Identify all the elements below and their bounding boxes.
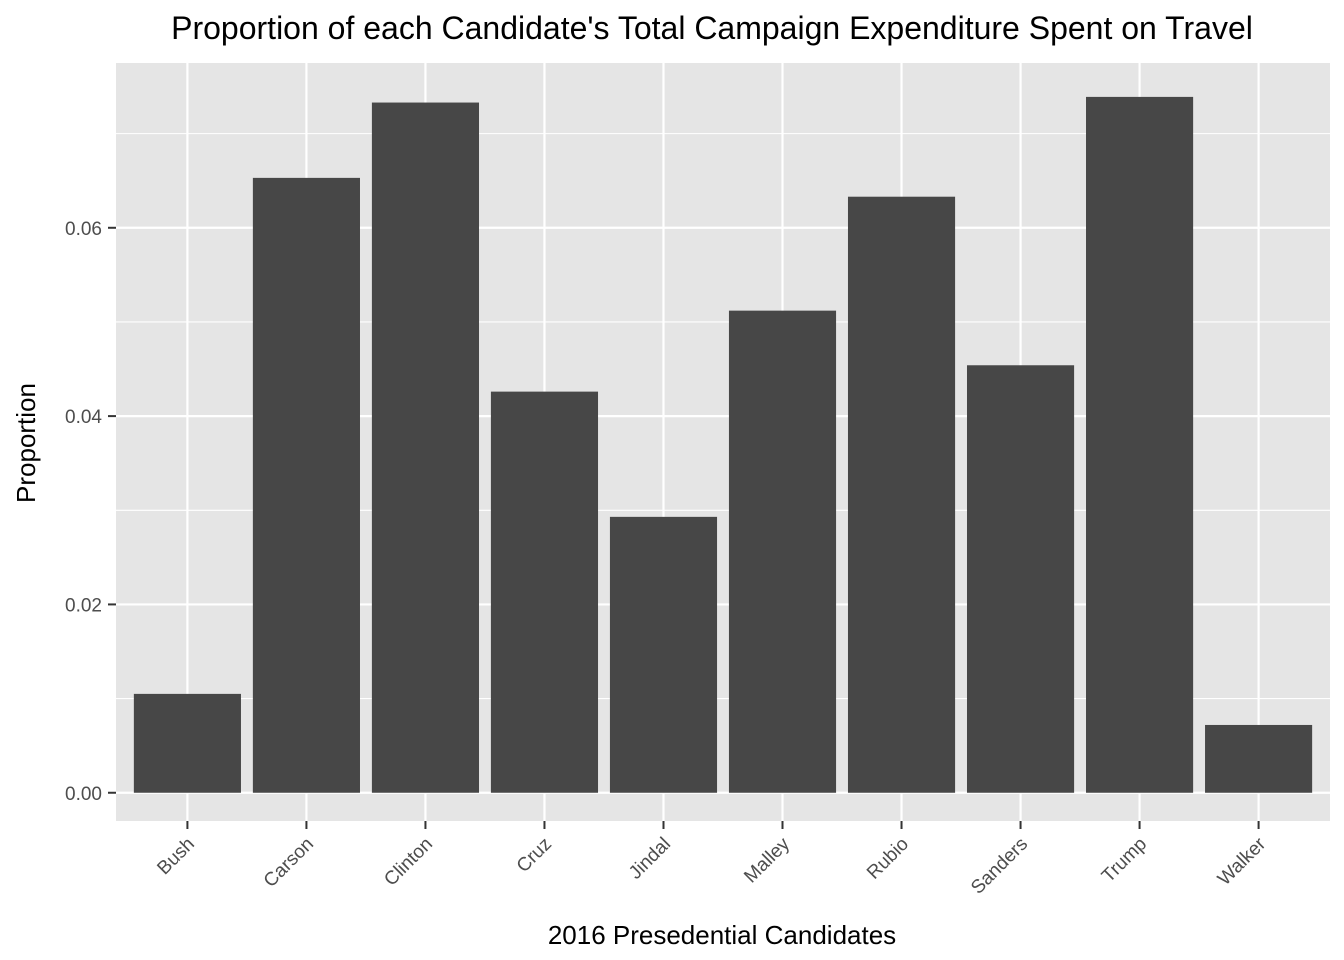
bar-bush xyxy=(133,693,241,793)
x-axis-title: 2016 Presedential Candidates xyxy=(548,920,896,950)
y-tick-label: 0.04 xyxy=(65,407,102,428)
bar-cruz xyxy=(490,391,599,793)
y-axis-title: Proportion xyxy=(11,383,41,503)
bar-clinton xyxy=(371,102,480,793)
bar-carson xyxy=(252,177,360,793)
bars xyxy=(133,96,1313,793)
x-tick-label: Bush xyxy=(153,834,198,879)
x-tick-label: Malley xyxy=(740,833,794,887)
y-axis: 0.00 0.02 0.04 0.06 xyxy=(65,219,116,805)
x-tick-label: Trump xyxy=(1098,834,1151,887)
x-tick-label: Carson xyxy=(260,834,318,892)
chart-title: Proportion of each Candidate's Total Cam… xyxy=(171,10,1253,46)
x-tick-label: Walker xyxy=(1214,833,1271,890)
bar-sanders xyxy=(966,365,1075,793)
x-tick-label: Sanders xyxy=(967,834,1032,899)
x-tick-label: Jindal xyxy=(625,834,675,884)
bar-malley xyxy=(728,310,837,793)
x-axis: Bush Carson Clinton Cruz Jindal Malley Rubio Sa… xyxy=(153,821,1271,899)
bar-rubio xyxy=(847,196,956,793)
x-tick-label: Cruz xyxy=(513,834,556,877)
y-tick-label: 0.00 xyxy=(65,784,102,805)
x-tick-label: Rubio xyxy=(863,834,913,884)
y-tick-label: 0.02 xyxy=(65,595,102,616)
x-tick-label: Clinton xyxy=(380,834,437,891)
y-tick-label: 0.06 xyxy=(65,219,102,240)
bar-walker xyxy=(1205,724,1313,793)
bar-trump xyxy=(1086,96,1194,793)
bar-jindal xyxy=(609,516,718,793)
